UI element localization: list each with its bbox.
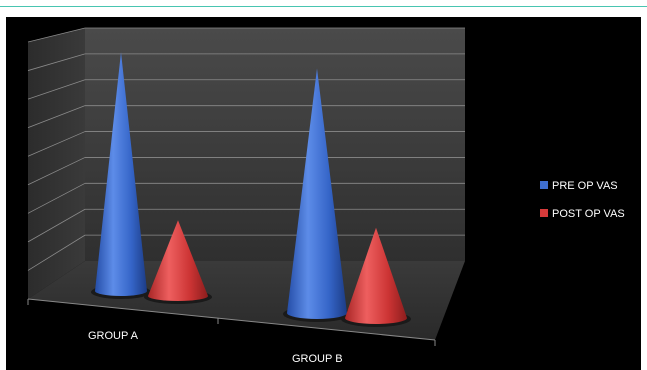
legend: PRE OP VAS POST OP VAS <box>540 180 625 220</box>
gridline-side <box>27 27 86 43</box>
gridlines <box>27 27 465 271</box>
cone-pre-op-group-a <box>91 52 151 299</box>
legend-swatch-pre-op <box>540 181 548 189</box>
chart-back-wall <box>85 28 465 261</box>
legend-label-post-op: POST OP VAS <box>552 208 625 220</box>
x-tick-label-group-b: GROUP B <box>292 353 343 365</box>
gridline-side <box>27 208 86 243</box>
cone-post-op-group-b <box>341 227 411 327</box>
chart-side-wall <box>28 28 85 299</box>
top-rule <box>0 6 647 7</box>
cone-body <box>148 220 208 301</box>
cones <box>91 52 411 327</box>
legend-label-pre-op: PRE OP VAS <box>552 180 618 192</box>
cone-pre-op-group-b <box>283 68 351 322</box>
x-tick-label-group-a: GROUP A <box>88 330 139 342</box>
cone-post-op-group-a <box>144 220 212 304</box>
gridline-side <box>27 234 86 271</box>
gridline-side <box>27 53 86 71</box>
cone-body <box>345 227 407 324</box>
legend-swatch-post-op <box>540 209 548 217</box>
gridline-side <box>27 131 86 157</box>
x-axis-line <box>27 298 436 341</box>
gridline-side <box>27 157 86 186</box>
gridline-side <box>27 79 86 100</box>
cone-body <box>95 52 147 297</box>
gridline-side <box>27 105 86 129</box>
cone-body <box>287 68 347 319</box>
gridline-side <box>27 182 86 214</box>
